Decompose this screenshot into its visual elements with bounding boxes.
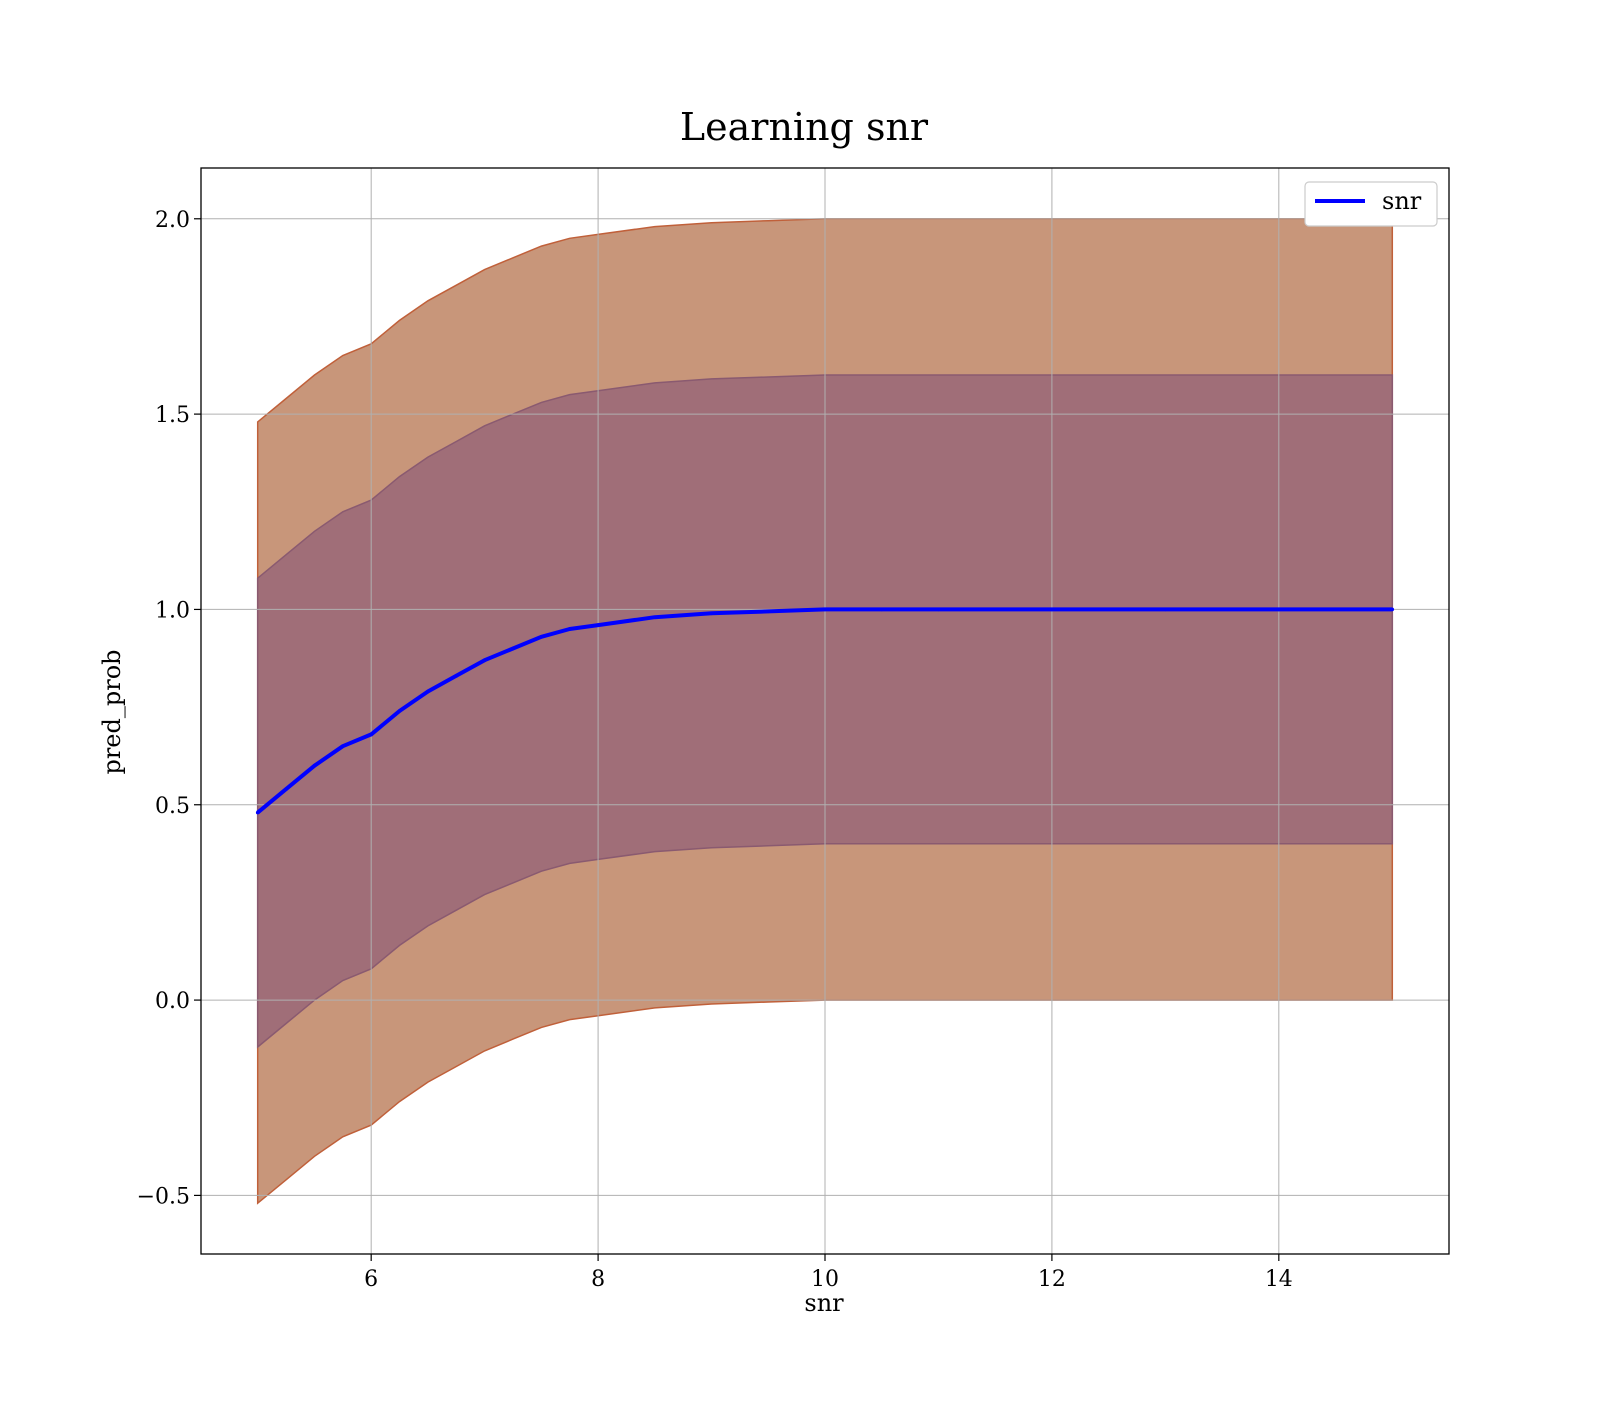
data-point <box>426 689 430 694</box>
data-point <box>879 607 884 612</box>
data-point <box>1050 607 1054 612</box>
data-point <box>1163 607 1168 612</box>
data-point <box>482 658 487 663</box>
data-point <box>653 615 657 620</box>
data-point <box>312 763 317 768</box>
y-tick-label: 0.5 <box>155 794 190 819</box>
x-tick-label: 10 <box>811 1267 839 1292</box>
data-point <box>936 607 941 612</box>
y-tick-label: 1.5 <box>155 403 190 428</box>
legend-frame <box>1304 181 1438 227</box>
plot-area: 6 8 10 12 14 −0.5 0.0 0.5 1.0 1.5 2.0 <box>137 167 1450 1292</box>
data-point <box>539 634 544 639</box>
data-point <box>1277 607 1281 612</box>
data-point <box>709 611 714 616</box>
data-point <box>454 674 459 678</box>
data-point <box>1390 607 1395 612</box>
y-tick-label: 1.0 <box>155 598 190 623</box>
x-axis-label: snr <box>804 1289 844 1317</box>
x-tick-label: 8 <box>591 1267 605 1292</box>
data-point <box>369 732 373 737</box>
y-tick-label: 2.0 <box>155 208 190 233</box>
data-point <box>596 623 600 627</box>
x-tick-label: 12 <box>1038 1267 1066 1292</box>
y-tick-label: 0.0 <box>155 989 190 1014</box>
x-tick-label: 14 <box>1265 1267 1293 1292</box>
chart-title: Learning snr <box>680 105 929 149</box>
y-axis-label: pred_prob <box>98 649 126 774</box>
y-tick-label: −0.5 <box>137 1184 190 1209</box>
x-tick-label: 6 <box>364 1267 378 1292</box>
data-point <box>397 709 402 713</box>
data-point <box>341 744 345 748</box>
data-point <box>567 627 572 631</box>
data-point <box>766 609 771 614</box>
legend: snr <box>1304 181 1438 227</box>
legend-entry-snr: snr <box>1382 187 1422 215</box>
data-point <box>284 787 288 791</box>
data-point <box>823 607 827 612</box>
data-point <box>255 810 260 815</box>
data-point <box>511 646 515 651</box>
